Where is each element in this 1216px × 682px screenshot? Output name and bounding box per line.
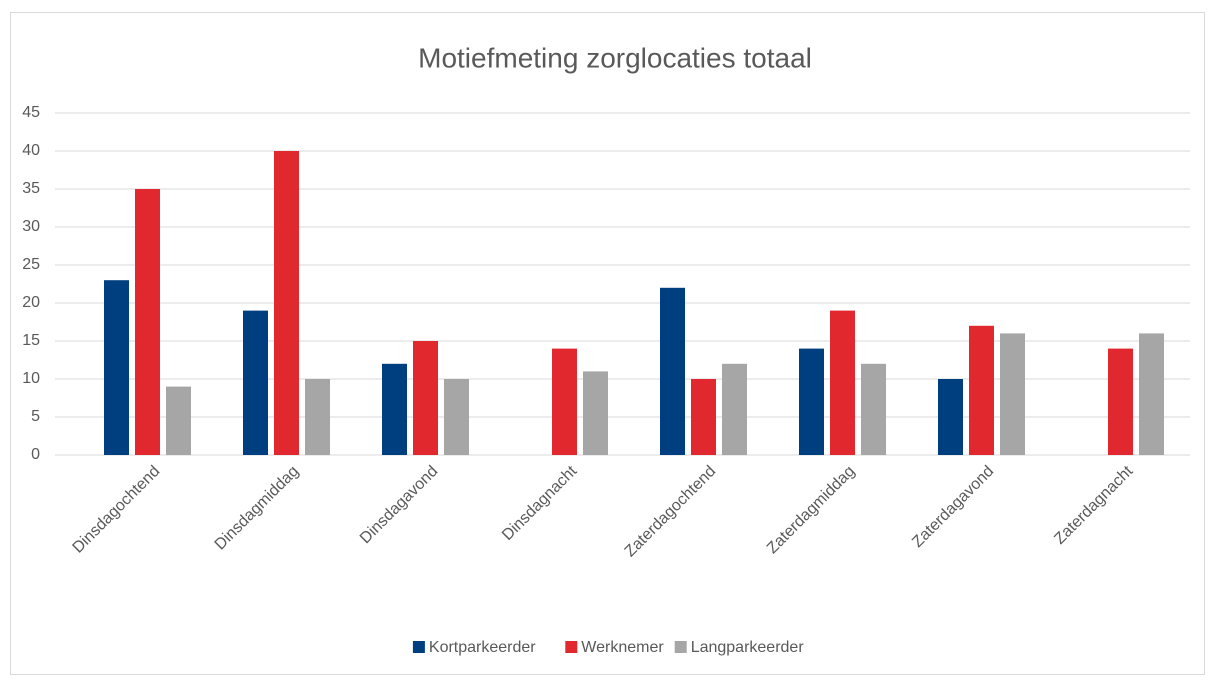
bar	[274, 151, 299, 455]
bar	[413, 341, 438, 455]
bar	[722, 363, 747, 455]
bar	[969, 325, 994, 455]
bar	[104, 280, 129, 455]
bar	[861, 363, 886, 455]
legend-swatch	[412, 641, 425, 653]
bar	[691, 379, 716, 455]
y-tick-label: 30	[22, 218, 40, 235]
bar	[552, 348, 577, 455]
bar	[799, 348, 824, 455]
bar	[660, 287, 685, 455]
y-tick-label: 20	[22, 294, 40, 311]
legend-label: Werknemer	[581, 639, 664, 656]
bar	[1139, 333, 1164, 455]
bar	[1000, 333, 1025, 455]
legend-label: Kortparkeerder	[429, 639, 536, 656]
chart-title: Motiefmeting zorglocaties totaal	[418, 42, 812, 73]
bar	[243, 310, 268, 455]
y-tick-label: 15	[22, 332, 40, 349]
bar	[1108, 348, 1133, 455]
legend-swatch	[565, 641, 578, 653]
chart-border	[10, 12, 1205, 675]
legend-swatch	[674, 641, 687, 653]
y-tick-label: 10	[22, 370, 40, 387]
bar	[305, 379, 330, 455]
y-tick-label: 40	[22, 142, 40, 159]
y-tick-label: 35	[22, 180, 40, 197]
bar	[135, 189, 160, 455]
bar	[166, 386, 191, 455]
legend-label: Langparkeerder	[691, 639, 805, 656]
bar	[938, 379, 963, 455]
bar	[382, 363, 407, 455]
y-tick-label: 45	[22, 104, 40, 121]
y-tick-label: 25	[22, 256, 40, 273]
bar	[583, 371, 608, 455]
bar	[830, 310, 855, 455]
y-tick-label: 5	[31, 408, 40, 425]
y-tick-label: 0	[31, 446, 40, 463]
bar	[444, 379, 469, 455]
